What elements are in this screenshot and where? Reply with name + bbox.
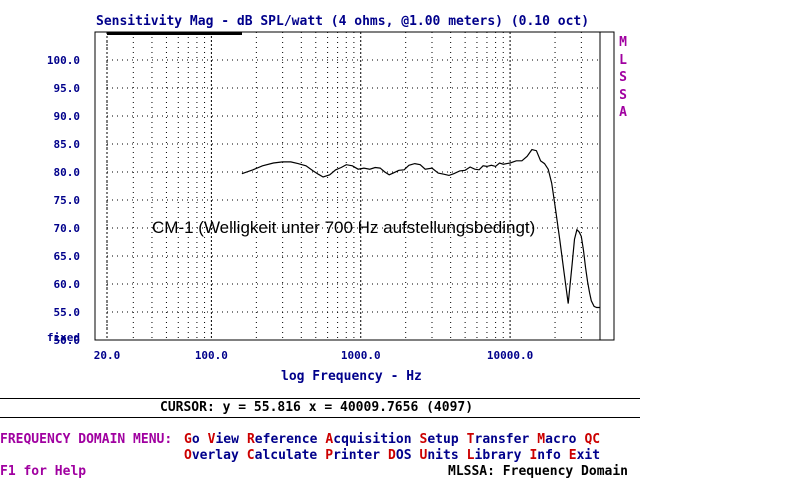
menu-item-info[interactable]: Info bbox=[529, 448, 560, 463]
menu-item-label: etup bbox=[427, 432, 459, 447]
y-tick-label: 100.0 bbox=[47, 54, 80, 67]
y-tick-label: 80.0 bbox=[54, 166, 81, 179]
y-tick-label: 60.0 bbox=[54, 278, 81, 291]
y-tick-label: 75.0 bbox=[54, 194, 81, 207]
menu-hotkey: E bbox=[568, 448, 577, 463]
y-tick-label: 65.0 bbox=[54, 250, 81, 263]
menu-hotkey: L bbox=[466, 448, 475, 463]
menu-item-label: verlay bbox=[191, 448, 239, 463]
menu-hotkey: U bbox=[419, 448, 428, 463]
cursor-readout: CURSOR: y = 55.816 x = 40009.7656 (4097) bbox=[160, 400, 474, 415]
x-axis-label: log Frequency - Hz bbox=[281, 369, 422, 384]
menu-item-setup[interactable]: Setup bbox=[420, 432, 459, 447]
menu-hotkey: P bbox=[325, 448, 334, 463]
menu-hotkey: M bbox=[537, 432, 546, 447]
menu-item-units[interactable]: Units bbox=[420, 448, 459, 463]
range-indicator-bar bbox=[107, 32, 242, 35]
y-tick-label: 55.0 bbox=[54, 306, 81, 319]
menu-item-label: nfo bbox=[537, 448, 561, 463]
menu-item-label: OS bbox=[395, 448, 412, 463]
fixed-label: fixed bbox=[47, 331, 80, 344]
menu-item-label: ransfer bbox=[474, 432, 530, 447]
menu-item-label: nits bbox=[427, 448, 459, 463]
y-tick-label: 95.0 bbox=[54, 82, 81, 95]
menu-hotkey: R bbox=[246, 432, 255, 447]
menu-item-macro[interactable]: Macro bbox=[537, 432, 576, 447]
y-tick-label: 50.0 bbox=[54, 334, 81, 347]
help-hint: F1 for Help bbox=[0, 464, 87, 479]
brand-letter: M bbox=[619, 35, 627, 50]
menu-row-2: Overlay Calculate Printer DOS Units Library In… bbox=[184, 448, 608, 463]
menu-hotkey: C bbox=[246, 448, 255, 463]
plot-frame bbox=[94, 31, 615, 341]
response-trace bbox=[241, 148, 600, 309]
menu-item-label: o bbox=[191, 432, 200, 447]
menu-item-printer[interactable]: Printer bbox=[325, 448, 380, 463]
menu-hotkey: T bbox=[466, 432, 475, 447]
curve-annotation: CM-1 (Welligkeit unter 700 Hz aufstellun… bbox=[152, 218, 535, 237]
x-tick-label: 10000.0 bbox=[487, 349, 533, 362]
menu-item-calculate[interactable]: Calculate bbox=[247, 448, 317, 463]
x-tick-label: 1000.0 bbox=[341, 349, 381, 362]
menu-hotkey: V bbox=[207, 432, 216, 447]
menu-hotkey: G bbox=[184, 432, 192, 447]
divider bbox=[0, 398, 640, 399]
menu-item-view[interactable]: View bbox=[208, 432, 239, 447]
x-tick-label: 20.0 bbox=[94, 349, 121, 362]
menu-item-go[interactable]: Go bbox=[184, 432, 200, 447]
menu-hotkey: A bbox=[325, 432, 334, 447]
menu-item-acquisition[interactable]: Acquisition bbox=[325, 432, 411, 447]
brand-letter: S bbox=[619, 87, 627, 103]
menu-hotkey: I bbox=[529, 448, 538, 463]
menu-item-label: xit bbox=[576, 448, 601, 463]
menu-item-label: rinter bbox=[333, 448, 381, 463]
menu-item-qc[interactable]: QC bbox=[584, 432, 600, 447]
menu-item-label: ibrary bbox=[474, 448, 522, 463]
brand-letter: L bbox=[619, 52, 627, 68]
x-tick-label: 100.0 bbox=[195, 349, 228, 362]
y-tick-label: 90.0 bbox=[54, 110, 81, 123]
brand-letter: A bbox=[619, 105, 627, 120]
menu-hotkey: D bbox=[388, 448, 396, 463]
frequency-plot: 100.0 95.0 90.0 85.0 80.0 75.0 70.0 65.0 60.0 55.… bbox=[47, 31, 615, 362]
status-text: MLSSA: Frequency Domain bbox=[448, 464, 629, 479]
y-tick-label: 70.0 bbox=[54, 222, 81, 235]
menu-item-exit[interactable]: Exit bbox=[569, 448, 600, 463]
menu-item-library[interactable]: Library bbox=[467, 448, 522, 463]
menu-item-label: acro bbox=[545, 432, 577, 447]
menu-item-label: iew bbox=[215, 432, 239, 447]
chart-title: Sensitivity Mag - dB SPL/watt (4 ohms, @… bbox=[96, 14, 590, 29]
divider bbox=[0, 417, 640, 418]
y-tick-label: 85.0 bbox=[54, 138, 81, 151]
menu-item-overlay[interactable]: Overlay bbox=[184, 448, 239, 463]
menu-item-label: eference bbox=[254, 432, 318, 447]
menu-item-label: cquisition bbox=[333, 432, 412, 447]
menu-item-label: alculate bbox=[254, 448, 318, 463]
menu-hotkey: S bbox=[419, 432, 428, 447]
menu-hotkey: O bbox=[184, 448, 192, 463]
menu-item-dos[interactable]: DOS bbox=[388, 448, 411, 463]
menu-item-transfer[interactable]: Transfer bbox=[467, 432, 530, 447]
menu-row-1: Go View Reference Acquisition Setup Transfer M… bbox=[184, 432, 608, 447]
menu-title: FREQUENCY DOMAIN MENU: bbox=[0, 432, 173, 447]
brand-letter: S bbox=[619, 70, 627, 85]
menu-hotkey: QC bbox=[584, 432, 601, 447]
menu-item-reference[interactable]: Reference bbox=[247, 432, 317, 447]
